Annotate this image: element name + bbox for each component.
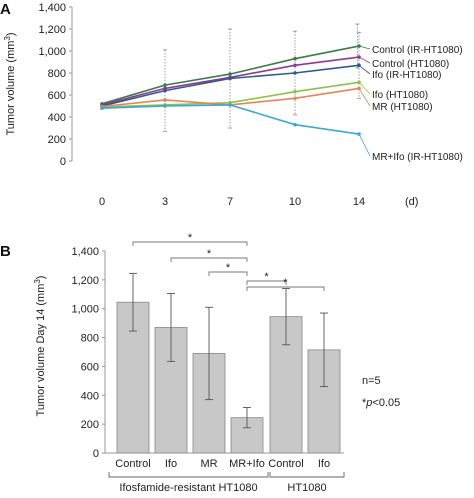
x-tick-label: MR — [200, 458, 217, 470]
legend-leader — [358, 45, 371, 50]
legend-leader — [358, 82, 371, 95]
data-point — [293, 122, 297, 127]
data-point — [293, 56, 297, 61]
legend-leader — [358, 88, 371, 107]
group-label: Ifosfamide-resistant HT1080 — [119, 482, 257, 494]
legend-entry: Control (IR-HT1080) — [372, 45, 463, 56]
y-tick-label: 200 — [81, 419, 99, 431]
significance-bracket — [170, 257, 248, 262]
panel-b-letter: B — [0, 243, 11, 260]
y-axis-title: Tumor volume (mm3) — [3, 32, 18, 135]
legend-entry: Ifo (HT1080) — [372, 90, 428, 101]
y-tick-label: 0 — [93, 448, 99, 460]
significance-star: * — [207, 248, 212, 260]
data-point — [163, 104, 167, 108]
series-line — [101, 104, 360, 135]
bar — [116, 301, 150, 454]
x-axis-unit: (d) — [405, 196, 418, 208]
p-value-note: *p<0.05 — [362, 397, 400, 409]
legend-leader — [358, 56, 371, 64]
legend-entry: MR+Ifo (IR-HT1080) — [372, 152, 463, 163]
significance-star: * — [226, 262, 231, 274]
group-bracket — [269, 472, 345, 478]
y-tick-label: 1,200 — [38, 24, 66, 36]
y-tick-label: 1,000 — [71, 304, 99, 316]
data-point — [293, 63, 297, 68]
y-tick-label: 1,400 — [71, 246, 99, 258]
legend-entry: Control (HT1080) — [372, 59, 449, 70]
x-tick-label: MR+Ifo — [229, 458, 265, 470]
y-tick-label: 600 — [48, 90, 66, 102]
panel-a-letter: A — [0, 1, 11, 18]
y-tick-label: 800 — [81, 333, 99, 345]
data-point — [357, 86, 361, 91]
sample-size-note: n=5 — [362, 375, 381, 387]
data-point — [228, 72, 232, 76]
x-tick-label: 3 — [162, 196, 168, 208]
data-point — [163, 98, 167, 102]
legend-leader — [358, 64, 371, 75]
x-tick-label: 0 — [99, 196, 105, 208]
y-tick-label: 800 — [48, 68, 66, 80]
data-point — [163, 88, 167, 93]
x-tick-label: 10 — [289, 196, 301, 208]
y-tick-label: 0 — [60, 156, 66, 168]
significance-bracket — [208, 271, 248, 276]
group-bracket — [108, 472, 269, 478]
significance-bracket — [246, 286, 325, 291]
y-axis-title: Tumor volume Day 14 (mm3) — [33, 276, 48, 417]
x-tick-label: 14 — [353, 196, 365, 208]
x-tick-label: 7 — [227, 196, 233, 208]
significance-star: * — [264, 271, 269, 283]
y-tick-label: 400 — [81, 390, 99, 402]
y-tick-label: 600 — [81, 361, 99, 373]
y-tick-label: 200 — [48, 134, 66, 146]
y-tick-label: 1,000 — [38, 46, 66, 58]
data-point — [228, 76, 232, 81]
data-point — [163, 83, 167, 87]
data-point — [293, 96, 297, 101]
y-tick-label: 1,200 — [71, 275, 99, 287]
series-line — [101, 56, 360, 106]
data-point — [293, 71, 297, 75]
legend-entry: Ifo (IR-HT1080) — [372, 70, 441, 81]
x-tick-label: Control — [115, 458, 150, 470]
significance-bracket — [132, 241, 248, 246]
x-tick-label: Ifo — [318, 458, 330, 470]
significance-star: * — [283, 277, 288, 289]
significance-star: * — [188, 232, 193, 244]
series-line — [101, 64, 360, 107]
x-tick-label: Control — [268, 458, 303, 470]
data-point — [293, 89, 297, 94]
y-tick-label: 400 — [48, 112, 66, 124]
data-point — [100, 106, 104, 110]
legend-entry: MR (HT1080) — [372, 102, 433, 113]
legend-leader — [358, 133, 371, 157]
data-point — [228, 103, 232, 107]
y-tick-label: 1,400 — [38, 2, 66, 14]
bar-chart-day14-volume: 0 200 400 600 800 1,000 1,200 1,400 Tumor volume… — [33, 232, 401, 494]
line-chart-tumor-volume: 0 200 400 600 800 1,000 1,200 1,400 0 3 7 10 14 (d) Tu… — [3, 2, 463, 208]
x-tick-label: Ifo — [165, 458, 177, 470]
significance-bracket — [246, 280, 287, 285]
group-label: HT1080 — [287, 482, 326, 494]
